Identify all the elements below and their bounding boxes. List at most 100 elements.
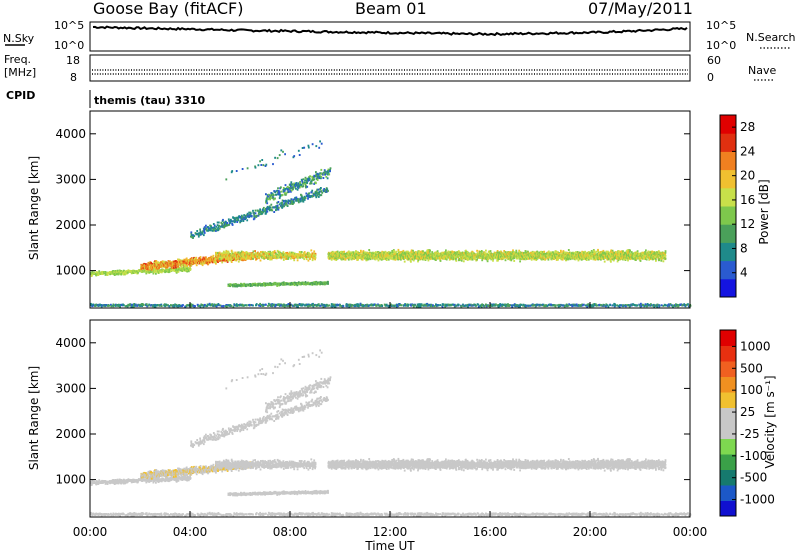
data-cell: [204, 258, 206, 261]
data-cell: [471, 258, 474, 261]
data-cell: [252, 209, 254, 212]
data-cell: [283, 205, 286, 208]
data-cell: [336, 250, 339, 253]
data-cell: [205, 224, 207, 227]
data-cell: [158, 271, 161, 274]
data-cell: [167, 265, 169, 268]
data-cell: [282, 258, 285, 261]
data-cell: [218, 258, 221, 260]
data-cell: [300, 183, 303, 186]
data-cell: [308, 192, 311, 195]
data-cell: [439, 259, 442, 262]
data-cell: [432, 257, 434, 260]
data-cell: [259, 208, 261, 211]
data-cell: [114, 270, 117, 272]
data-cell: [162, 261, 165, 263]
data-cell: [250, 215, 253, 217]
cpid-panel: CPID themis (tau) 3310: [6, 89, 206, 108]
data-cell: [310, 249, 313, 252]
nave-label: Nave: [748, 64, 776, 77]
data-cell: [154, 260, 156, 263]
data-cell: [185, 262, 188, 265]
data-cell: [327, 189, 329, 192]
data-cell: [347, 258, 350, 261]
data-cell: [320, 187, 322, 189]
data-cell: [271, 209, 274, 212]
freq-panel: Freq. [MHz] 18 8 60 0 Nave: [4, 53, 776, 84]
data-cell: [303, 198, 306, 201]
data-cell: [320, 168, 323, 171]
data-cell: [155, 260, 158, 262]
data-cell: [122, 273, 125, 276]
data-cell: [397, 248, 400, 251]
data-cell: [118, 272, 121, 274]
data-cell: [255, 257, 258, 260]
data-cell: [290, 181, 293, 184]
data-cell: [170, 266, 173, 269]
data-cell: [327, 282, 329, 285]
freq-label: Freq.: [4, 53, 31, 66]
data-cell: [127, 271, 129, 274]
data-cell: [116, 271, 119, 274]
data-cell: [210, 229, 212, 232]
data-cell: [199, 258, 201, 261]
data-cell: [155, 272, 157, 275]
data-cell: [273, 250, 276, 253]
data-cell: [202, 234, 205, 237]
data-cell: [415, 257, 418, 260]
data-cell: [178, 266, 181, 269]
data-cell: [98, 270, 101, 273]
data-cell: [375, 251, 378, 254]
data-cell: [100, 273, 103, 275]
data-cell: [221, 261, 224, 264]
data-cell: [190, 257, 193, 260]
data-cell: [207, 263, 209, 266]
data-cell: [254, 209, 257, 212]
data-cell: [486, 260, 489, 263]
data-cell: [95, 272, 97, 275]
data-cell: [297, 201, 300, 204]
data-cell: [315, 171, 317, 174]
data-cell: [231, 223, 234, 226]
data-cell: [286, 204, 289, 207]
data-cell: [284, 184, 287, 187]
data-cell: [292, 201, 295, 203]
data-cell: [316, 178, 319, 181]
data-cell: [185, 263, 188, 266]
data-cell: [302, 185, 305, 188]
noise-sky-line: [92, 25, 688, 37]
data-cell: [150, 268, 153, 271]
data-cell: [287, 202, 290, 205]
data-cell: [395, 250, 398, 253]
data-cell: [321, 191, 324, 194]
data-cell: [281, 193, 284, 196]
data-cell: [269, 206, 271, 209]
data-cell: [203, 230, 206, 232]
data-cell: [212, 254, 215, 257]
data-cell: [426, 249, 429, 252]
data-cell: [205, 257, 208, 260]
data-cell: [249, 257, 252, 260]
data-cell: [213, 224, 216, 227]
data-cell: [155, 270, 158, 273]
data-cell: [283, 191, 286, 194]
data-cell: [106, 274, 109, 276]
data-cell: [147, 263, 150, 266]
data-cell: [293, 259, 296, 262]
data-cell: [180, 268, 182, 271]
data-cell: [259, 259, 262, 262]
data-cell: [308, 178, 311, 181]
data-cell: [266, 210, 269, 213]
data-cell: [175, 260, 177, 262]
data-cell: [300, 199, 302, 202]
data-cell: [291, 183, 294, 186]
data-cell: [262, 206, 265, 209]
data-cell: [183, 268, 186, 271]
data-cell: [113, 274, 116, 276]
data-cell: [205, 256, 207, 259]
data-cell: [390, 257, 393, 260]
noise-left-top-tick: 10^5: [54, 19, 84, 32]
data-cell: [280, 190, 283, 193]
